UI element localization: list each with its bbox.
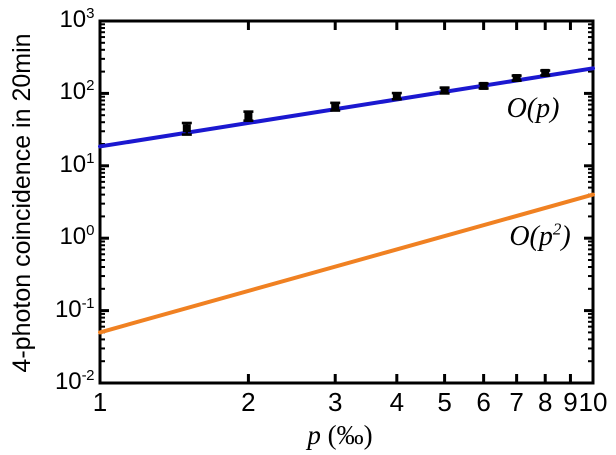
- x-tick-label: 7: [509, 387, 524, 417]
- x-tick-label: 10: [578, 387, 608, 417]
- x-tick-label: 2: [241, 387, 256, 417]
- data-point-marker: [541, 68, 550, 77]
- x-tick-label: 9: [563, 387, 578, 417]
- annotation-o-p-squared: O(p2): [485, 221, 595, 253]
- y-tick-label: 102: [59, 77, 94, 106]
- annotation-o-p2-suffix: ): [561, 221, 571, 252]
- data-point-marker: [182, 124, 191, 133]
- x-axis-label: p (‰): [240, 420, 440, 451]
- annotation-o-p: O(p): [506, 93, 560, 124]
- data-point-marker: [392, 92, 401, 101]
- o-p-squared-line: [98, 192, 595, 335]
- axes-frame: [98, 19, 595, 385]
- x-tick-label: 5: [437, 387, 452, 417]
- annotation-o-p2-prefix: O(p: [509, 221, 553, 252]
- annotation-o-p2-exponent: 2: [552, 219, 562, 239]
- x-tick-label: 1: [92, 387, 108, 417]
- y-tick-label: 103: [59, 5, 94, 33]
- x-tick-label: 6: [476, 387, 491, 417]
- x-axis-variable: p: [307, 420, 321, 450]
- x-axis-unit: (‰): [320, 420, 373, 450]
- y-axis-label: 4-photon coincidence in 20min: [8, 33, 36, 373]
- x-tick-label: 8: [537, 387, 553, 417]
- x-tick-label: 4: [389, 387, 405, 417]
- data-point-marker: [244, 111, 253, 120]
- y-tick-label: 10-2: [54, 367, 95, 395]
- x-tick-label: 3: [327, 387, 343, 417]
- y-tick-label: 100: [59, 222, 94, 251]
- data-point-marker: [331, 102, 340, 111]
- data-point-marker: [440, 86, 449, 95]
- y-tick-label: 101: [59, 149, 94, 178]
- data-point-marker: [479, 81, 488, 90]
- data-point-marker: [512, 74, 521, 83]
- y-tick-label: 10-1: [54, 294, 95, 323]
